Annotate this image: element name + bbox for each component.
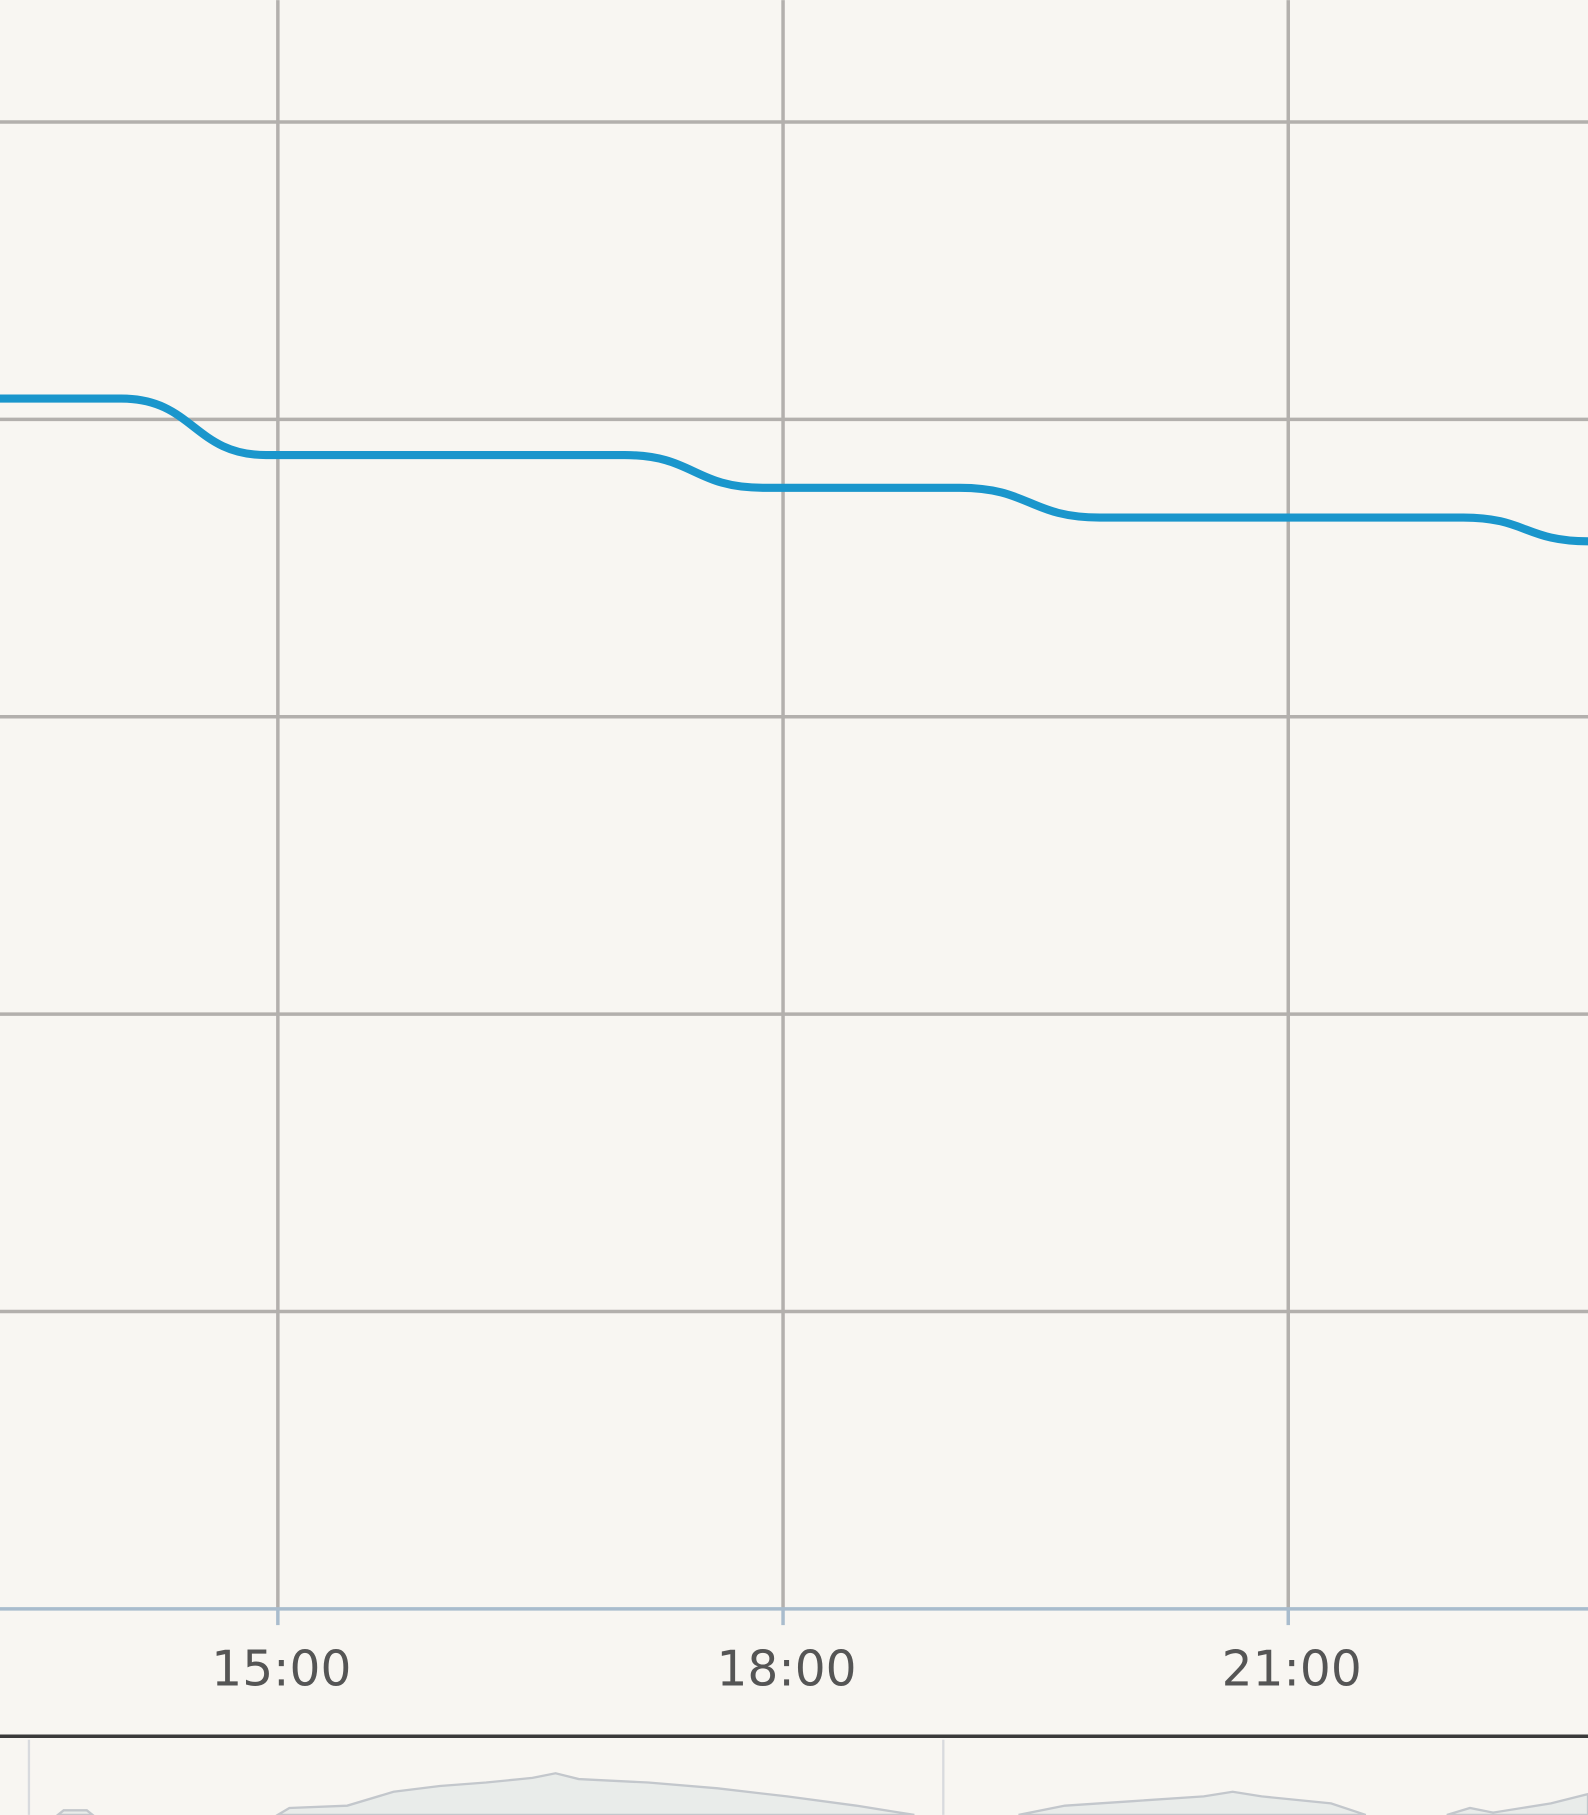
x-tick-label: 15:00: [211, 1641, 351, 1697]
navigator-area: [1446, 1792, 1588, 1815]
navigator: [27, 1739, 1588, 1815]
line-series: [0, 394, 1588, 546]
navigator-area: [1018, 1790, 1367, 1815]
navigator-area: [275, 1772, 915, 1815]
plot: [0, 394, 1588, 546]
x-tick-label: 18:00: [716, 1641, 856, 1697]
navigator-area: [55, 1809, 95, 1815]
x-tick-label: 21:00: [1222, 1641, 1362, 1697]
grid: 15:00 18:00 21:00: [0, 0, 1588, 1697]
